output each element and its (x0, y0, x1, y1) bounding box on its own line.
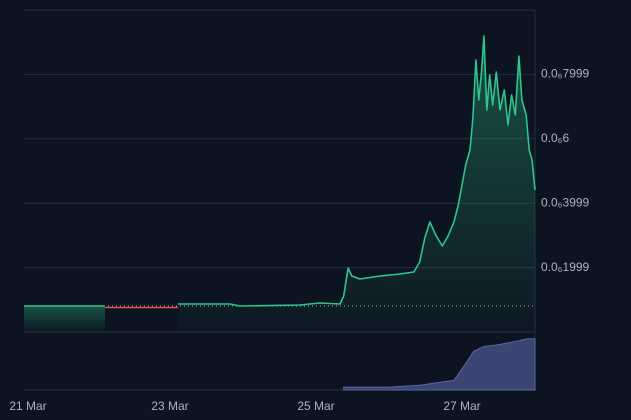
price-area (178, 36, 535, 332)
price-area (24, 306, 105, 332)
x-tick-label: 21 Mar (9, 399, 46, 413)
x-tick-label: 25 Mar (297, 399, 334, 413)
x-tick-label: 27 Mar (443, 399, 480, 413)
volume-area (343, 338, 536, 391)
price-line (178, 35, 536, 307)
y-tick-label: 0.0₆1999 (541, 260, 590, 274)
y-tick-label: 0.0₆3999 (541, 195, 590, 209)
y-tick-label: 0.0₆7999 (541, 67, 590, 81)
y-tick-label: 0.0₆6 (541, 131, 570, 145)
x-tick-label: 23 Mar (151, 399, 188, 413)
